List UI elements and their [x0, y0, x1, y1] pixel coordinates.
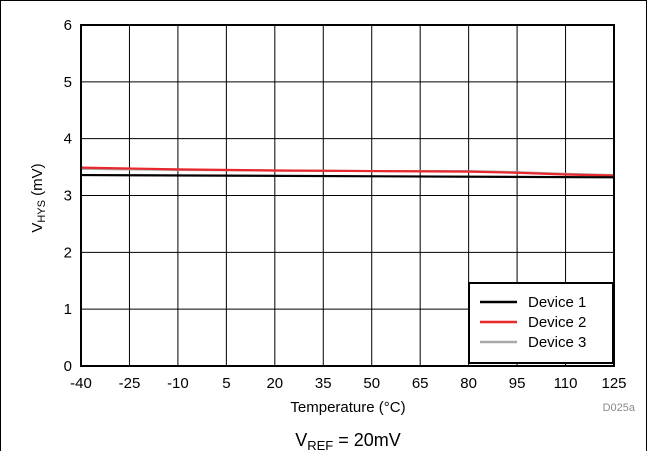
- x-tick-label: 110: [554, 375, 578, 392]
- y-tick-label: 6: [64, 17, 72, 34]
- x-tick-label: 35: [315, 375, 332, 392]
- series-line-device-1: [80, 173, 615, 179]
- y-tick-label: 2: [64, 244, 72, 261]
- x-tick-label: 65: [412, 375, 429, 392]
- x-axis-title: Temperature (°C): [290, 399, 405, 416]
- legend: Device 1 Device 2 Device 3: [468, 282, 614, 364]
- y-axis-title-main: V: [29, 223, 46, 233]
- series-lines: [80, 166, 615, 179]
- caption-subscript: REF: [307, 438, 333, 452]
- y-tick-label: 0: [64, 358, 72, 375]
- y-tick-label: 1: [64, 301, 72, 318]
- y-axis-title-unit: (mV): [29, 163, 46, 200]
- grid-lines: [81, 25, 614, 366]
- y-tick-label: 5: [64, 74, 72, 91]
- caption-main: V: [295, 430, 307, 450]
- y-tick-label: 3: [64, 188, 72, 205]
- x-tick-labels: -40 -25 -10 5 20 35 50 65 80 95 110 125: [70, 375, 626, 392]
- x-tick-label: -40: [70, 375, 92, 392]
- caption-rest: = 20mV: [333, 430, 401, 450]
- x-tick-label: -10: [167, 375, 189, 392]
- y-tick-label: 4: [64, 131, 72, 148]
- x-tick-label: 20: [266, 375, 283, 392]
- chart-caption: VREF = 20mV: [295, 430, 401, 452]
- y-tick-labels: 0 1 2 3 4 5 6: [64, 17, 72, 375]
- x-tick-label: -25: [119, 375, 141, 392]
- legend-label: Device 2: [528, 314, 586, 331]
- x-tick-label: 125: [601, 375, 626, 392]
- x-tick-label: 50: [363, 375, 380, 392]
- x-tick-label: 5: [222, 375, 230, 392]
- x-tick-label: 95: [509, 375, 526, 392]
- figure-id: D025a: [603, 402, 636, 414]
- legend-label: Device 1: [528, 294, 586, 311]
- plot-border: [80, 24, 615, 367]
- legend-label: Device 3: [528, 334, 586, 351]
- y-axis-title: VHYS (mV): [29, 163, 48, 232]
- series-line-device-2: [80, 166, 615, 177]
- x-tick-label: 80: [460, 375, 477, 392]
- y-axis-title-subscript: HYS: [36, 200, 48, 223]
